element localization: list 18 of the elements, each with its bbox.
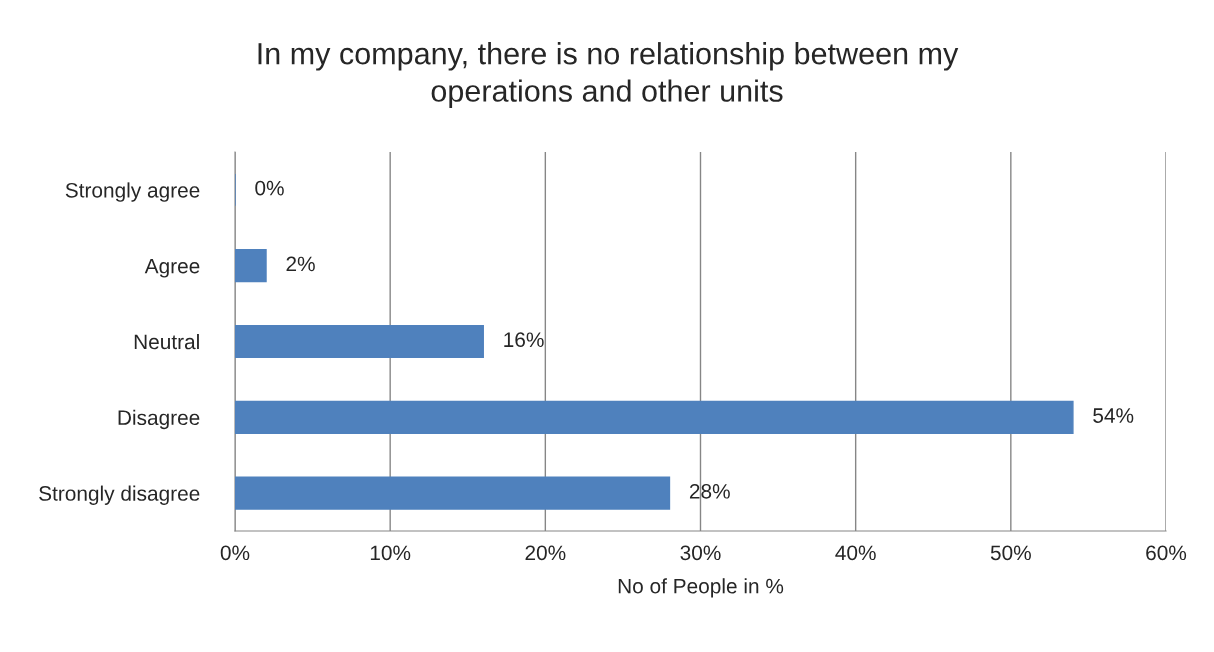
x-tick-label: 30% xyxy=(680,545,721,561)
chart-title: In my company, there is no relationship between my operations and other units xyxy=(258,42,959,108)
x-tick-label: 0% xyxy=(220,545,250,561)
data-label: 16% xyxy=(504,332,544,348)
y-tick-label: Neutral xyxy=(134,333,199,350)
data-label: 54% xyxy=(1093,408,1134,423)
data-label: 0% xyxy=(255,180,284,196)
data-label: 2% xyxy=(286,256,315,272)
x-tick-label: 10% xyxy=(370,545,411,561)
y-tick-label: Agree xyxy=(144,258,200,278)
x-tick-label: 40% xyxy=(835,545,876,561)
y-tick-label: Strongly disagree xyxy=(39,485,200,505)
x-tick-label: 20% xyxy=(525,545,566,561)
y-tick-label: Disagree xyxy=(118,409,200,430)
x-tick-label: 60% xyxy=(1146,545,1187,561)
y-tick-label: Strongly agree xyxy=(65,182,200,202)
x-tick-label: 50% xyxy=(990,545,1031,561)
x-axis-title: No of People in % xyxy=(618,578,784,598)
